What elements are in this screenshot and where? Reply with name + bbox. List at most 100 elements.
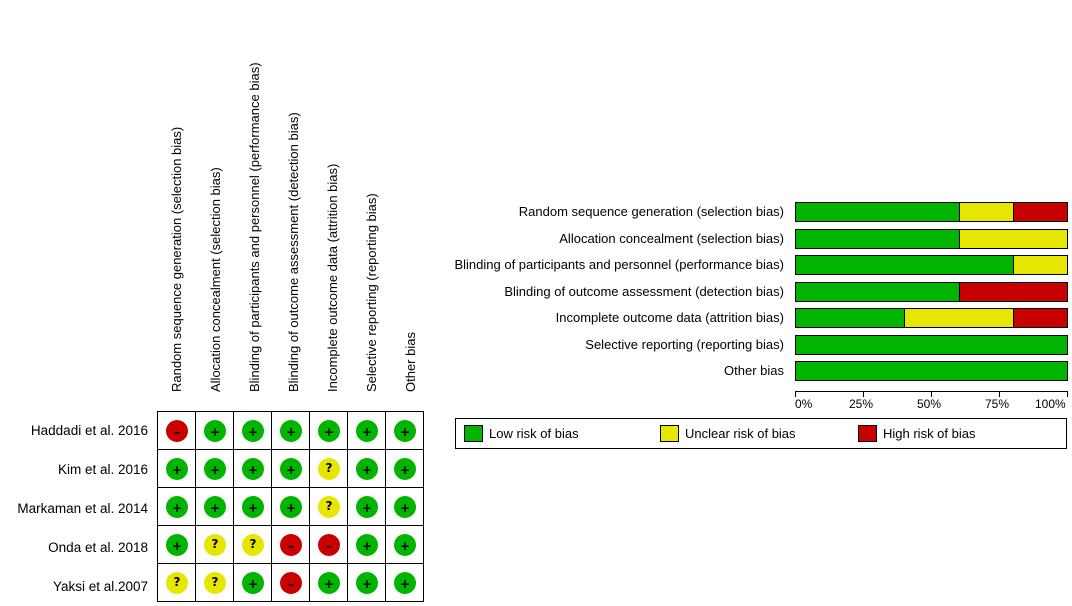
bar-category-label: Random sequence generation (selection bi… bbox=[518, 204, 784, 219]
judgement-low-icon: + bbox=[242, 496, 264, 518]
judgement-symbol: – bbox=[326, 539, 332, 553]
x-axis-tick-label: 50% bbox=[917, 397, 942, 411]
grid-cell: + bbox=[385, 525, 424, 564]
judgement-unclear-icon: ? bbox=[204, 534, 226, 556]
bar-frame bbox=[795, 202, 1068, 222]
bar-segment-low bbox=[795, 308, 905, 328]
bar-category-label: Blinding of participants and personnel (… bbox=[454, 257, 784, 272]
x-axis-tick-label: 0% bbox=[795, 397, 813, 411]
judgement-unclear-icon: ? bbox=[204, 572, 226, 594]
judgement-low-icon: + bbox=[166, 458, 188, 480]
judgement-low-icon: + bbox=[280, 420, 302, 442]
grid-cell: + bbox=[233, 563, 272, 602]
x-axis-tick bbox=[863, 391, 864, 397]
grid-cell: + bbox=[195, 449, 234, 488]
judgement-symbol: + bbox=[399, 463, 411, 477]
grid-cell: – bbox=[271, 563, 310, 602]
x-axis-tick bbox=[999, 391, 1000, 397]
x-axis-tick bbox=[1067, 391, 1068, 397]
judgement-symbol: + bbox=[285, 463, 297, 477]
bar-segment-unclear bbox=[958, 202, 1014, 222]
study-label: Kim et al. 2016 bbox=[57, 462, 148, 477]
column-header-label: Random sequence generation (selection bi… bbox=[168, 126, 184, 392]
grid-cell: + bbox=[347, 487, 386, 526]
bar-segment-low bbox=[795, 255, 1014, 275]
grid-cell: + bbox=[233, 487, 272, 526]
grid-cell: + bbox=[385, 411, 424, 450]
grid-cell: + bbox=[195, 487, 234, 526]
study-label: Yaksi et al.2007 bbox=[52, 579, 148, 594]
judgement-symbol: ? bbox=[249, 537, 257, 551]
grid-cell: + bbox=[195, 411, 234, 450]
grid-cell: + bbox=[347, 449, 386, 488]
x-axis-tick-label: 100% bbox=[1035, 397, 1066, 411]
judgement-symbol: – bbox=[288, 539, 294, 553]
judgement-high-icon: – bbox=[280, 572, 302, 594]
judgement-symbol: + bbox=[285, 501, 297, 515]
grid-cell: + bbox=[385, 449, 424, 488]
legend-swatch bbox=[660, 425, 679, 442]
bar-segment-low bbox=[795, 229, 959, 249]
judgement-low-icon: + bbox=[318, 420, 340, 442]
column-header: Allocation concealment (selection bias) bbox=[196, 8, 235, 408]
bar-row bbox=[795, 335, 1068, 355]
grid-cell: – bbox=[157, 411, 196, 450]
judgement-low-icon: + bbox=[356, 458, 378, 480]
x-axis-tick-label: 25% bbox=[849, 397, 874, 411]
judgement-symbol: + bbox=[171, 463, 183, 477]
judgement-symbol: + bbox=[323, 577, 335, 591]
judgement-symbol: + bbox=[361, 425, 373, 439]
study-label: Onda et al. 2018 bbox=[48, 540, 148, 555]
legend-swatch bbox=[858, 425, 877, 442]
judgement-low-icon: + bbox=[204, 420, 226, 442]
judgement-low-icon: + bbox=[280, 496, 302, 518]
bar-category-label: Selective reporting (reporting bias) bbox=[585, 337, 784, 352]
bar-segment-unclear bbox=[904, 308, 1014, 328]
bar-segment-unclear bbox=[958, 229, 1068, 249]
bar-category-label: Other bias bbox=[724, 363, 784, 378]
judgement-unclear-icon: ? bbox=[242, 534, 264, 556]
bar-category-label: Blinding of outcome assessment (detectio… bbox=[504, 284, 784, 299]
bar-row bbox=[795, 361, 1068, 381]
bar-row bbox=[795, 255, 1068, 275]
column-header: Random sequence generation (selection bi… bbox=[157, 8, 196, 408]
bar-segment-unclear bbox=[1013, 255, 1068, 275]
grid-cell: + bbox=[157, 525, 196, 564]
judgement-low-icon: + bbox=[356, 496, 378, 518]
judgement-low-icon: + bbox=[394, 572, 416, 594]
judgement-high-icon: – bbox=[280, 534, 302, 556]
judgement-symbol: ? bbox=[211, 537, 219, 551]
grid-cell: + bbox=[271, 411, 310, 450]
bar-segment-low bbox=[795, 202, 959, 222]
judgement-high-icon: – bbox=[318, 534, 340, 556]
bar-row bbox=[795, 229, 1068, 249]
bar-segment-high bbox=[1013, 308, 1068, 328]
grid-cell: + bbox=[309, 411, 348, 450]
judgement-symbol: + bbox=[247, 425, 259, 439]
judgement-low-icon: + bbox=[204, 496, 226, 518]
bar-category-label: Incomplete outcome data (attrition bias) bbox=[555, 310, 784, 325]
judgement-low-icon: + bbox=[166, 496, 188, 518]
judgement-symbol: + bbox=[209, 463, 221, 477]
judgement-symbol: + bbox=[247, 501, 259, 515]
bar-frame bbox=[795, 335, 1068, 355]
bar-frame bbox=[795, 361, 1068, 381]
grid-cell: + bbox=[347, 525, 386, 564]
judgement-low-icon: + bbox=[356, 534, 378, 556]
bar-frame bbox=[795, 229, 1068, 249]
column-header: Blinding of participants and personnel (… bbox=[235, 8, 274, 408]
grid-cell: ? bbox=[309, 487, 348, 526]
grid-cell: + bbox=[385, 563, 424, 602]
judgement-low-icon: + bbox=[394, 496, 416, 518]
judgement-symbol: + bbox=[399, 425, 411, 439]
bar-category-label: Allocation concealment (selection bias) bbox=[559, 231, 784, 246]
judgement-symbol: – bbox=[174, 425, 180, 439]
judgement-symbol: + bbox=[171, 539, 183, 553]
grid-cell: + bbox=[157, 449, 196, 488]
judgement-symbol: + bbox=[361, 463, 373, 477]
judgement-low-icon: + bbox=[356, 572, 378, 594]
grid-cell: ? bbox=[233, 525, 272, 564]
judgement-low-icon: + bbox=[166, 534, 188, 556]
judgement-symbol: + bbox=[399, 501, 411, 515]
judgement-symbol: + bbox=[399, 577, 411, 591]
